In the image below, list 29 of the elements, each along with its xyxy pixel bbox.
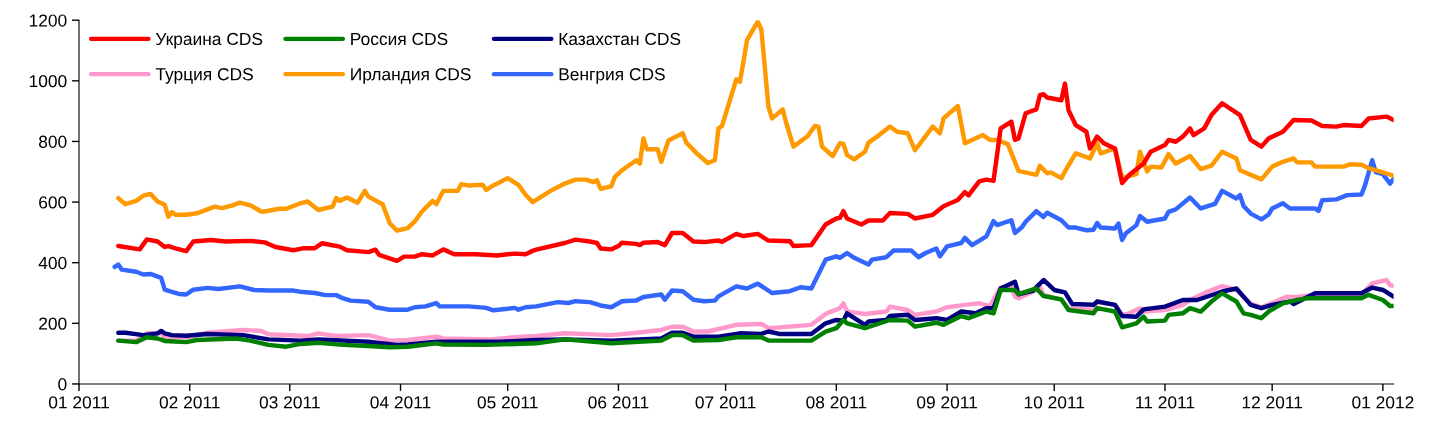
line-series bbox=[112, 158, 1394, 313]
legend-label: Украина CDS bbox=[155, 32, 263, 49]
line-series bbox=[116, 286, 1394, 350]
x-tick-label: 01 2012 bbox=[1352, 396, 1414, 409]
x-tick-label: 12 2011 bbox=[1242, 396, 1303, 409]
x-tick-label: 05 2011 bbox=[477, 396, 538, 409]
y-tick-label: 800 bbox=[38, 135, 67, 148]
legend-label: Казахстан CDS bbox=[559, 32, 681, 46]
x-tick-label: 10 2011 bbox=[1024, 396, 1085, 409]
x-tick-label: 08 2011 bbox=[806, 396, 867, 409]
x-tick-label: 04 2011 bbox=[370, 396, 431, 409]
y-tick-label: 0 bbox=[58, 378, 67, 391]
y-tick-label: 1200 bbox=[29, 14, 67, 27]
x-tick-label: 06 2011 bbox=[588, 396, 649, 409]
y-tick-label: 600 bbox=[39, 196, 67, 209]
legend-label: Турция CDS bbox=[155, 68, 253, 84]
legend-label: Ирландия CDS bbox=[351, 68, 471, 84]
x-tick-label: 01 2011 bbox=[48, 396, 109, 409]
legend-label: Венгрия CDS bbox=[559, 68, 665, 84]
x-tick-label: 02 2011 bbox=[159, 396, 220, 409]
y-tick-label: 400 bbox=[38, 256, 67, 270]
y-tick-label: 1000 bbox=[29, 75, 67, 88]
y-tick-label: 200 bbox=[39, 317, 67, 330]
line-series bbox=[116, 20, 1394, 233]
x-tick-label: 03 2011 bbox=[259, 396, 320, 409]
x-tick-label: 07 2011 bbox=[695, 396, 756, 409]
x-tick-label: 09 2011 bbox=[917, 396, 977, 409]
legend-label: Россия CDS bbox=[351, 32, 448, 46]
x-tick-label: 11 2011 bbox=[1136, 396, 1195, 409]
